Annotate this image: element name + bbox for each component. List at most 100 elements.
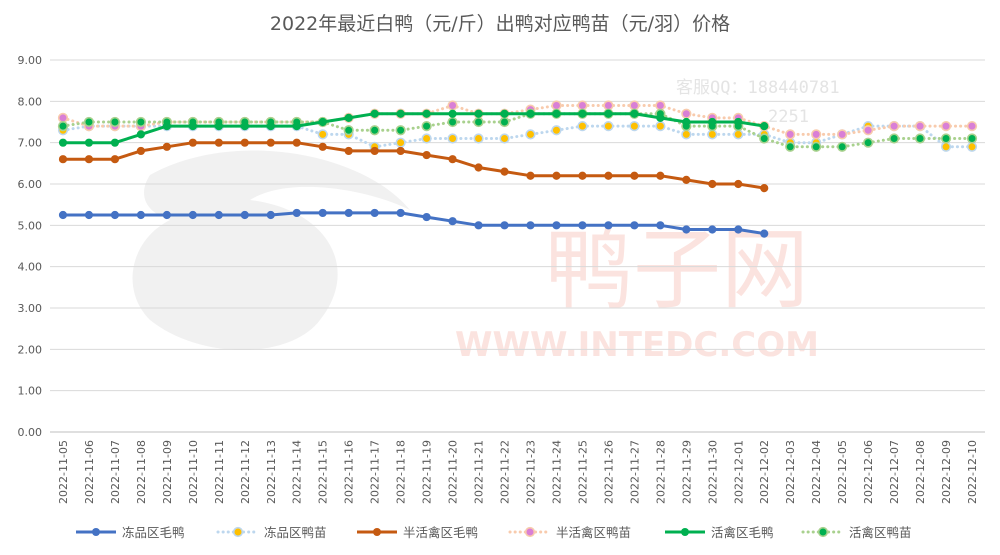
data-point <box>162 142 171 151</box>
data-point <box>940 133 952 144</box>
data-point <box>370 208 379 218</box>
data-point <box>551 125 562 136</box>
legend-swatch-marker <box>232 526 244 538</box>
data-point <box>370 109 379 118</box>
watermark-logo-shape <box>132 150 410 350</box>
data-point <box>499 133 510 144</box>
data-point <box>344 208 353 218</box>
legend-label: 冻品区鸭苗 <box>264 525 327 540</box>
data-point <box>863 137 874 148</box>
x-tick-label: 2022-11-15 <box>317 440 330 504</box>
legend-swatch-marker <box>524 526 536 538</box>
data-point <box>135 116 147 128</box>
data-point <box>58 138 68 147</box>
y-tick-label: 4.00 <box>18 261 43 274</box>
data-point <box>888 121 900 132</box>
data-point <box>966 121 978 132</box>
x-tick-label: 2022-11-11 <box>213 440 226 504</box>
data-point <box>837 129 848 140</box>
data-point <box>655 100 666 111</box>
x-tick-label: 2022-11-25 <box>576 440 589 504</box>
data-point <box>888 133 900 144</box>
data-point <box>84 155 94 164</box>
x-tick-label: 2022-12-01 <box>732 440 745 504</box>
data-point <box>630 109 639 118</box>
data-point <box>733 129 744 140</box>
legend-swatch-marker <box>92 528 100 536</box>
y-tick-label: 2.00 <box>18 343 43 356</box>
data-point <box>58 155 68 164</box>
data-point <box>500 221 509 230</box>
data-point <box>785 129 796 140</box>
data-point <box>681 129 692 140</box>
data-point <box>655 121 666 132</box>
x-tick-label: 2022-12-08 <box>914 440 927 504</box>
data-point <box>214 210 223 220</box>
data-point <box>110 210 120 220</box>
data-point <box>240 138 249 147</box>
data-point <box>110 155 120 164</box>
data-point <box>447 100 458 111</box>
data-point <box>422 212 431 222</box>
x-tick-label: 2022-12-02 <box>758 440 771 504</box>
data-point <box>811 141 822 152</box>
x-tick-label: 2022-12-05 <box>836 440 849 504</box>
x-tick-label: 2022-12-06 <box>862 440 875 504</box>
watermark-service-text-2: 2251 <box>768 107 809 127</box>
legend-swatch-marker <box>373 528 381 536</box>
data-point <box>734 117 743 127</box>
y-axis: 0.00 1.00 2.00 3.00 4.00 5.00 6.00 7.00 8.00 9.00 <box>18 54 43 439</box>
y-tick-label: 8.00 <box>18 95 43 108</box>
x-tick-label: 2022-11-23 <box>524 440 537 504</box>
data-point <box>395 125 406 136</box>
data-point <box>422 109 431 118</box>
watermark-service-text: 客服QQ：188440781 <box>676 78 840 98</box>
data-point <box>318 208 327 218</box>
y-tick-label: 0.00 <box>18 426 43 439</box>
legend-label: 半活禽区鸭苗 <box>556 525 631 540</box>
legend-swatch-marker <box>681 528 689 536</box>
data-point <box>604 221 613 230</box>
series-line <box>63 141 765 190</box>
x-axis: 2022-11-05 2022-11-06 2022-11-07 2022-11-08… <box>50 431 985 504</box>
data-point <box>940 121 952 132</box>
data-point <box>84 210 94 220</box>
data-point <box>629 100 640 111</box>
data-point <box>188 210 197 220</box>
x-tick-label: 2022-11-26 <box>602 440 615 504</box>
x-tick-label: 2022-11-09 <box>161 440 174 504</box>
data-point <box>682 225 691 234</box>
data-point <box>708 179 717 189</box>
data-point <box>422 150 431 160</box>
data-point <box>500 167 509 176</box>
x-tick-label: 2022-11-27 <box>628 440 641 504</box>
legend-label: 半活禽区毛鸭 <box>403 525 478 540</box>
data-point <box>578 171 587 180</box>
x-tick-label: 2022-11-17 <box>369 440 382 504</box>
data-point <box>630 221 639 230</box>
data-point <box>837 141 848 152</box>
data-point <box>760 229 769 238</box>
data-point <box>344 146 353 156</box>
data-point <box>629 121 640 132</box>
legend-label: 冻品区毛鸭 <box>122 525 185 540</box>
x-tick-label: 2022-11-10 <box>187 440 200 504</box>
x-tick-label: 2022-12-04 <box>810 440 823 504</box>
x-tick-label: 2022-11-28 <box>654 440 667 504</box>
data-point <box>240 122 249 131</box>
series-layer <box>57 100 978 238</box>
data-point <box>603 100 614 111</box>
data-point <box>110 138 120 147</box>
legend: 冻品区毛鸭 冻品区鸭苗 半活禽区毛鸭 半活禽区鸭苗 活禽区毛鸭 活禽区鸭苗 <box>76 525 912 540</box>
data-point <box>681 108 692 119</box>
y-tick-label: 9.00 <box>18 54 43 67</box>
data-point <box>318 142 327 151</box>
data-point <box>551 100 562 111</box>
data-point <box>578 109 587 118</box>
data-point <box>656 171 665 180</box>
data-point <box>525 129 536 140</box>
data-point <box>188 122 197 131</box>
data-point <box>447 133 458 144</box>
data-point <box>396 109 405 118</box>
x-tick-label: 2022-11-06 <box>83 440 96 504</box>
